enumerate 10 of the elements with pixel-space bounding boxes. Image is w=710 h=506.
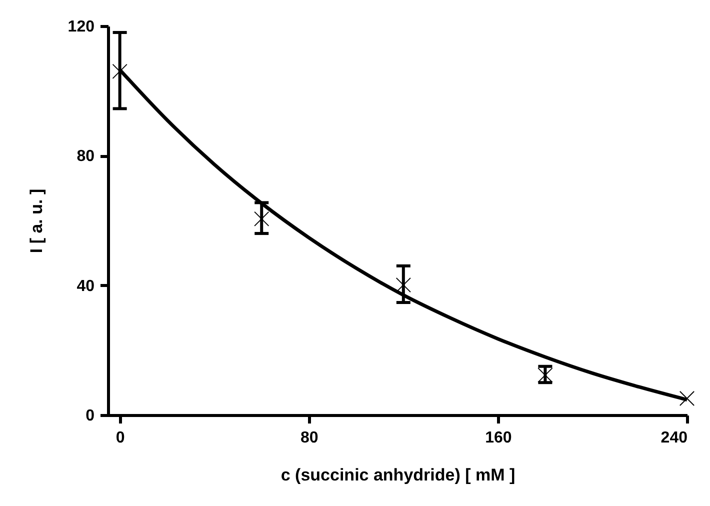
y-tick-label: 0 bbox=[86, 408, 95, 424]
y-axis-title: I [ a. u. ] bbox=[26, 188, 46, 254]
y-tick-label: 40 bbox=[76, 278, 95, 295]
x-tick-label: 240 bbox=[660, 430, 688, 446]
y-tick-label: 80 bbox=[76, 148, 95, 166]
x-axis-title: c (succinic anhydride) [ mM ] bbox=[280, 466, 516, 484]
x-tick-label: 0 bbox=[116, 430, 125, 446]
x-tick-label: 80 bbox=[300, 430, 318, 446]
y-tick-label: 120 bbox=[68, 18, 95, 36]
x-tick-label: 160 bbox=[485, 430, 512, 446]
